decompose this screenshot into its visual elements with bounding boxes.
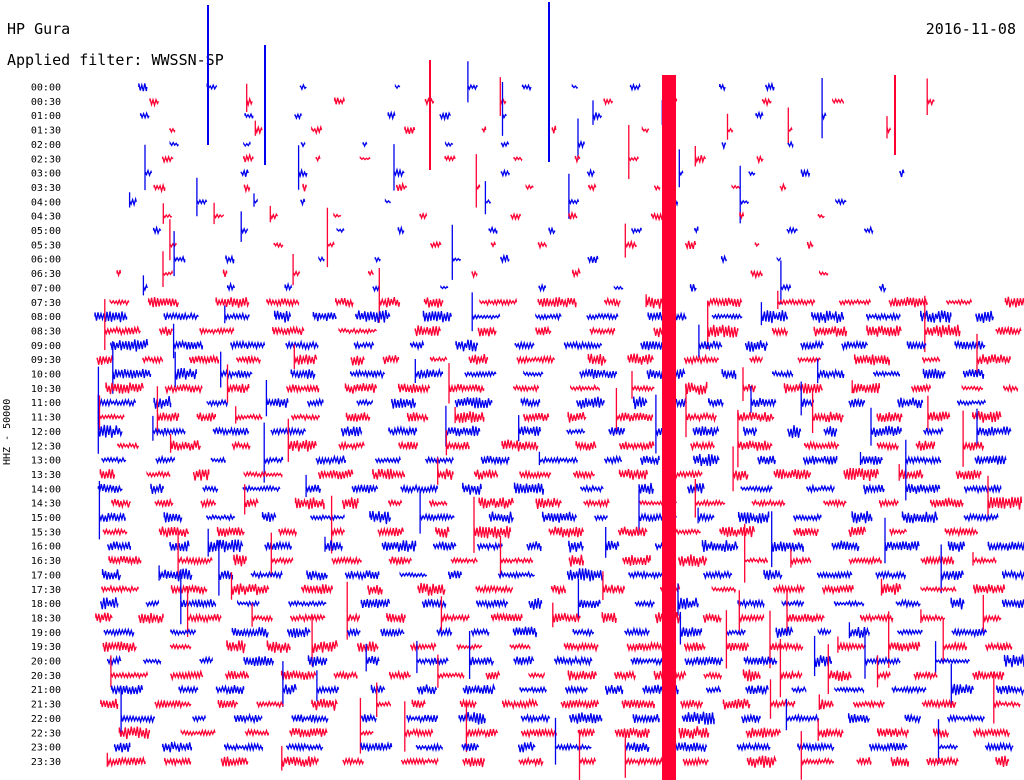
trace-line: [152, 211, 874, 242]
row-label: 09:30: [31, 355, 61, 366]
row-label: 04:00: [31, 197, 61, 208]
row-label: 11:30: [31, 413, 61, 424]
trace-line: [161, 124, 764, 180]
trace-line: [99, 446, 982, 492]
trace-line: [110, 661, 1024, 707]
trace-line: [101, 571, 1006, 600]
row-label: 14:00: [31, 484, 61, 495]
row-label: 21:00: [31, 685, 61, 696]
row-label: 21:30: [31, 700, 61, 711]
row-label: 00:30: [31, 97, 61, 108]
trace-line: [97, 366, 987, 425]
row-label: 03:30: [31, 183, 61, 194]
row-label: 12:30: [31, 441, 61, 452]
row-label: 15:30: [31, 527, 61, 538]
trace-line: [96, 333, 1011, 376]
trace-line: [128, 165, 847, 224]
trace-line: [112, 341, 985, 394]
station-title: HP Gura: [7, 20, 71, 38]
trace-line: [111, 475, 1023, 520]
row-label: 16:00: [31, 542, 61, 553]
row-label: 23:00: [31, 743, 61, 754]
trace-line: [117, 409, 985, 468]
row-label: 01:30: [31, 126, 61, 137]
row-label: 06:00: [31, 255, 61, 266]
row-label: 22:30: [31, 728, 61, 739]
trace-line: [100, 569, 1024, 625]
row-label: 18:30: [31, 613, 61, 624]
row-label: 19:30: [31, 642, 61, 653]
row-label: 05:30: [31, 240, 61, 251]
trace-line: [109, 268, 1024, 323]
row-label: 17:00: [31, 570, 61, 581]
row-label: 07:00: [31, 283, 61, 294]
row-label: 05:00: [31, 226, 61, 237]
row-label: 22:00: [31, 714, 61, 725]
row-label: 01:00: [31, 111, 61, 122]
row-label: 10:00: [31, 370, 61, 381]
row-label: 18:00: [31, 599, 61, 610]
trace-line: [113, 717, 1014, 765]
row-label: 10:30: [31, 384, 61, 395]
trace-line: [102, 495, 979, 554]
trace-line: [138, 61, 775, 103]
trace-line: [98, 383, 1002, 438]
row-label: 16:30: [31, 556, 61, 567]
row-label: 15:00: [31, 513, 61, 524]
trace-line: [101, 540, 1024, 596]
trace-line: [95, 581, 1002, 640]
trace-line: [101, 422, 1007, 483]
row-label: 19:00: [31, 628, 61, 639]
event-band: [662, 75, 676, 780]
trace-line: [153, 154, 787, 208]
row-label: 17:30: [31, 585, 61, 596]
row-label: 11:00: [31, 398, 61, 409]
trace-line: [144, 144, 905, 191]
trace-line: [106, 729, 1010, 780]
trace-line: [169, 207, 814, 268]
trace-line: [162, 202, 825, 225]
trace-line: [149, 77, 935, 116]
trace-line: [108, 523, 997, 583]
trace-line: [169, 111, 794, 165]
row-label: 03:00: [31, 169, 61, 180]
row-label: 13:30: [31, 470, 61, 481]
row-label: 20:30: [31, 671, 61, 682]
trace-line: [118, 697, 1011, 754]
row-label: 06:30: [31, 269, 61, 280]
row-label: 04:30: [31, 212, 61, 223]
trace-line: [106, 631, 1024, 679]
row-label: 02:00: [31, 140, 61, 151]
row-label: 02:30: [31, 154, 61, 165]
row-label: 23:30: [31, 757, 61, 768]
row-label: 13:00: [31, 456, 61, 467]
date-label: 2016-11-08: [925, 20, 1016, 38]
row-label: 08:00: [31, 312, 61, 323]
filter-label: Applied filter: WWSSN-SP: [7, 51, 224, 69]
row-label: 12:00: [31, 427, 61, 438]
trace-line: [107, 511, 1024, 568]
trace-line: [169, 107, 892, 144]
trace-line: [94, 292, 994, 332]
row-label: 07:30: [31, 298, 61, 309]
trace-line: [105, 363, 1019, 404]
trace-line: [103, 611, 988, 645]
row-label: 14:30: [31, 499, 61, 510]
trace-line: [173, 224, 782, 280]
trace-line: [142, 260, 887, 305]
trace-line: [110, 323, 986, 359]
row-label: 08:30: [31, 326, 61, 337]
trace-line: [100, 671, 1021, 724]
row-label: 09:00: [31, 341, 61, 352]
trace-line: [98, 481, 999, 540]
row-label: 00:00: [31, 83, 61, 94]
trace-line: [120, 688, 986, 737]
row-label: 20:00: [31, 657, 61, 668]
